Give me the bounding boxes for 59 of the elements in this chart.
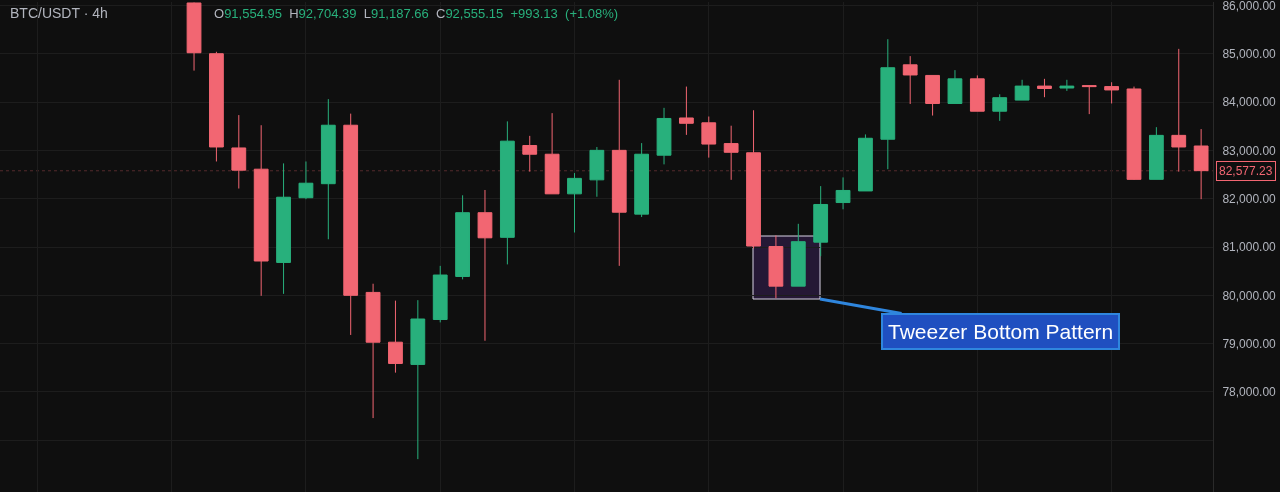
- y-tick-label: 81,000.00: [1222, 240, 1277, 255]
- candlestick: [209, 51, 224, 162]
- candlestick: [432, 265, 448, 323]
- candlestick: [298, 160, 314, 200]
- y-tick-label: 80,000.00: [1222, 288, 1277, 303]
- candlestick: [320, 98, 336, 240]
- candlestick: [925, 74, 940, 117]
- candlestick: [410, 299, 426, 460]
- y-tick-label: 83,000.00: [1222, 143, 1277, 158]
- candlestick: [1014, 79, 1030, 101]
- chart-title: BTC/USDT · 4h: [10, 5, 108, 21]
- candlestick: [455, 194, 470, 280]
- candlestick: [858, 133, 873, 192]
- candlestick: [231, 114, 247, 190]
- candlestick: [992, 93, 1008, 122]
- candlestick: [1148, 126, 1164, 180]
- candlestick: [343, 113, 359, 336]
- candlestick: [790, 223, 806, 287]
- y-tick-label: 85,000.00: [1222, 46, 1277, 61]
- candlestick: [477, 189, 493, 342]
- candlestick: [1059, 79, 1075, 92]
- y-tick-label: 78,000.00: [1222, 385, 1277, 400]
- candlestick: [768, 234, 784, 299]
- candlestick: [746, 109, 761, 249]
- candlestick: [253, 124, 269, 297]
- candlestick: [880, 38, 896, 170]
- candlestick: [186, 2, 202, 72]
- candlestick: [611, 79, 627, 267]
- candlestick: [365, 283, 381, 419]
- text: O91,554.95 H92,704.39 L91,187.66 C92,555.15 +993.13 (+1.08%): [214, 6, 619, 21]
- candlestick: [388, 300, 403, 374]
- candlestick: [723, 125, 739, 181]
- candlestick: [656, 107, 672, 165]
- candlestick: [1104, 81, 1120, 104]
- candlestick: [679, 86, 694, 136]
- candlestick: [589, 146, 605, 198]
- candlestick: [969, 74, 985, 112]
- y-tick-label: 79,000.00: [1222, 336, 1277, 351]
- candlestick: [567, 172, 582, 233]
- annotation: Tweezer Bottom Pattern: [888, 320, 1114, 343]
- candlestick: [1171, 48, 1187, 173]
- candlestick: [902, 55, 918, 105]
- candlestick: [1081, 84, 1097, 115]
- candlestick: [813, 185, 829, 257]
- candlestick: [522, 135, 538, 173]
- y-tick-label: 86,000.00: [1222, 0, 1277, 13]
- candlestick: [1193, 128, 1209, 200]
- candlestick: [947, 69, 963, 104]
- candlestick: [276, 162, 291, 295]
- candlestick: [701, 116, 717, 159]
- y-tick-label: 84,000.00: [1222, 95, 1277, 110]
- y-tick-label: 82,000.00: [1222, 191, 1277, 206]
- ref-line-label: 82,577.23: [1219, 164, 1273, 178]
- candlestick: [634, 142, 650, 218]
- candlestick: [1126, 86, 1142, 181]
- candlestick: [835, 176, 851, 210]
- candlestick: [499, 120, 515, 265]
- candlestick: [1037, 78, 1052, 98]
- candlestick: [544, 112, 560, 195]
